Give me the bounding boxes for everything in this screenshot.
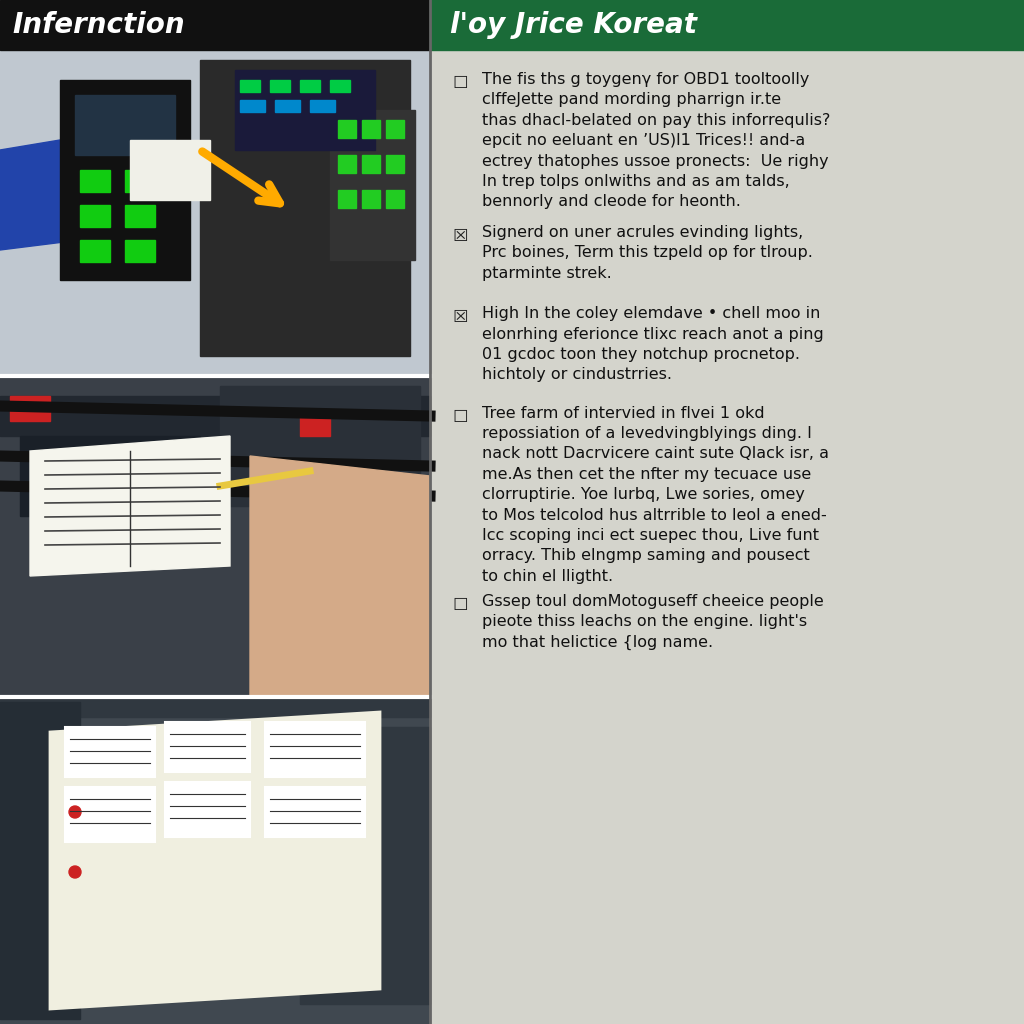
Bar: [338, 155, 356, 173]
Bar: [165, 782, 250, 837]
Bar: [386, 190, 404, 208]
Bar: [0, 697, 430, 717]
Bar: [310, 100, 335, 112]
Bar: [75, 95, 175, 155]
Bar: [338, 190, 356, 208]
Bar: [362, 155, 380, 173]
Bar: [0, 376, 430, 697]
Bar: [220, 386, 420, 506]
Text: Signerd on uner acrules evinding lights,
Prc boines, Term this tzpeld op for tlr: Signerd on uner acrules evinding lights,…: [482, 225, 813, 281]
Bar: [0, 702, 80, 1019]
Bar: [125, 240, 155, 262]
Bar: [275, 100, 300, 112]
Bar: [165, 722, 250, 772]
Text: ☒: ☒: [452, 308, 468, 327]
Polygon shape: [50, 712, 380, 1009]
Bar: [10, 396, 50, 421]
Text: ☐: ☐: [452, 596, 468, 614]
Bar: [240, 80, 260, 92]
Bar: [386, 155, 404, 173]
Bar: [0, 697, 430, 1024]
Polygon shape: [250, 456, 430, 697]
Bar: [386, 120, 404, 138]
Bar: [300, 727, 430, 1004]
Bar: [0, 50, 430, 376]
Bar: [300, 416, 330, 436]
Bar: [0, 0, 430, 50]
Text: ☐: ☐: [452, 408, 468, 426]
Bar: [0, 50, 430, 376]
Text: High In the coley elemdave • chell moo in
elonrhing eferionce tlixc reach anot a: High In the coley elemdave • chell moo i…: [482, 306, 823, 382]
Bar: [240, 100, 265, 112]
Bar: [330, 110, 415, 260]
Bar: [270, 80, 290, 92]
Text: l'oy Jrice Koreat: l'oy Jrice Koreat: [450, 11, 697, 39]
Bar: [125, 205, 155, 227]
Text: Gssep toul domMotoguseff cheeice people
pieote thiss leachs on the engine. light: Gssep toul domMotoguseff cheeice people …: [482, 594, 823, 650]
Bar: [0, 396, 430, 436]
Text: The fis ths g toygenγ for OBD1 tooltoolly
clffeJette pand mording pharrign ir.te: The fis ths g toygenγ for OBD1 tooltooll…: [482, 72, 830, 209]
Bar: [200, 60, 410, 356]
Bar: [80, 170, 110, 193]
Bar: [430, 0, 1024, 50]
Bar: [430, 50, 1024, 1024]
Bar: [265, 722, 365, 777]
Circle shape: [69, 806, 81, 818]
Text: ☐: ☐: [452, 74, 468, 92]
Bar: [130, 140, 210, 200]
Bar: [234, 70, 375, 150]
Circle shape: [69, 866, 81, 878]
Text: ☒: ☒: [452, 226, 468, 245]
Bar: [362, 120, 380, 138]
Bar: [338, 120, 356, 138]
Bar: [65, 787, 155, 842]
Bar: [265, 787, 365, 837]
Bar: [300, 80, 319, 92]
Bar: [20, 436, 200, 516]
Polygon shape: [0, 130, 160, 250]
Bar: [65, 727, 155, 777]
Text: Tree farm of intervied in flvei 1 okd
repossiation of a levedvingblyings ding. I: Tree farm of intervied in flvei 1 okd re…: [482, 406, 829, 584]
Polygon shape: [30, 436, 230, 575]
Bar: [80, 205, 110, 227]
Bar: [60, 80, 190, 280]
Bar: [80, 240, 110, 262]
Bar: [125, 170, 155, 193]
Bar: [362, 190, 380, 208]
Text: Infernction: Infernction: [12, 11, 184, 39]
Bar: [330, 80, 350, 92]
